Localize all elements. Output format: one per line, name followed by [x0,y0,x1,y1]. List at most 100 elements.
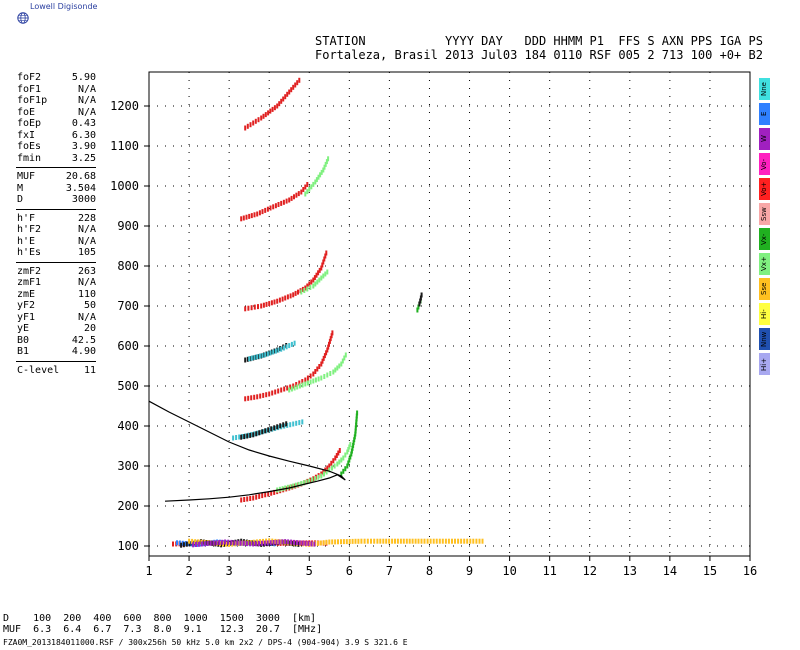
echo-point [284,485,287,491]
grid [149,72,750,556]
echo-point [247,305,250,311]
echo-point [301,419,304,425]
echo-point [354,431,357,437]
echo-point [306,380,309,386]
echo-point [272,540,275,545]
param-value: N/A [77,83,96,95]
echo-point [355,416,358,422]
echo-point [290,87,293,93]
echo-point [295,420,298,426]
echo-point [354,425,357,431]
echo-point [268,391,271,397]
param-label: B1 [17,346,30,357]
parameter-panel: foF2 5.90 foF1 N/A foF1p N/A foE N/A foEp 0.43 fxI… [0,72,100,376]
echo-point [270,490,273,496]
legend-item: W [759,128,770,150]
echo-point [274,389,277,395]
echo-point [285,421,288,427]
echo-point [318,267,321,273]
echo-point [396,538,399,544]
echo-point [336,365,339,371]
echo-point [288,197,291,203]
echo-point [327,344,330,350]
echo-point [330,460,333,466]
echo-point [340,361,343,367]
echo-point [288,387,291,393]
echo-point [334,455,337,461]
echo-point [285,344,288,350]
echo-point [317,474,320,480]
echo-point [243,434,246,440]
echo-point [265,351,268,357]
param-value: 3.90 [71,141,96,152]
echo-point [230,539,233,545]
echo-point [261,429,264,435]
echo-point [264,428,267,434]
echo-trace [276,442,352,493]
param-label: foF2 [17,72,42,83]
echo-point [257,117,260,123]
echo-point [267,427,270,433]
param-value: 263 [77,265,96,277]
echo-point [196,541,199,547]
param-separator [16,208,96,210]
echo-point [457,538,460,544]
param-value: 5.90 [71,72,96,83]
echo-point [274,203,277,209]
echo-point [313,275,316,281]
echo-point [271,106,274,112]
echo-point [329,371,332,376]
echo-point [355,413,358,419]
echo-point [292,292,295,298]
file-info: FZA0M_2013184011000.RSF / 300x256h 50 kH… [3,638,408,647]
echo-point [469,538,472,544]
echo-point [333,463,336,469]
echo-point [273,348,276,354]
echo-point [342,468,345,474]
echo-point [429,538,432,544]
echo-point [276,298,279,304]
echo-point [323,374,326,379]
echo-point [276,103,279,109]
echo-point [172,541,174,547]
echo-point [224,539,227,545]
echo-point [297,481,300,487]
echo-point [330,333,333,339]
echo-point [309,373,312,379]
y-tick-label: 700 [117,299,139,313]
echo-point [282,422,285,428]
echo-point [300,189,303,195]
echo-point [312,277,315,283]
echo-point [200,541,203,547]
echo-point [314,281,317,287]
echo-point [295,540,298,546]
echo-point [273,489,276,495]
echo-point [257,304,259,310]
echo-point [270,426,273,432]
param-value: 42.5 [71,334,96,346]
echo-point [295,192,298,198]
x-tick-label: 14 [663,564,677,578]
echo-point [478,538,481,544]
echo-point [289,484,292,490]
echo-point [262,392,265,398]
echo-point [244,396,247,402]
param-row: h'E N/A [0,236,100,248]
echo-point [405,538,408,544]
echo-point [269,108,272,114]
echo-point [278,297,281,303]
echo-point [215,540,218,546]
y-tick-label: 800 [117,259,139,273]
echo-point [363,538,366,544]
echo-point [268,301,271,307]
echo-point [262,352,265,358]
echo-point [255,431,258,437]
echo-point [316,366,319,372]
legend-item: Hi+ [759,353,770,375]
param-label: zmE [17,288,36,300]
echo-point [306,375,309,381]
echo-point [331,465,333,471]
x-tick-label: 15 [703,564,717,578]
param-value: 20.68 [65,171,96,182]
axis-ticks: 1 2 3 4 5 6 7 8 9 10 11 12 13 14 15 1610020030040050060… [110,99,757,578]
